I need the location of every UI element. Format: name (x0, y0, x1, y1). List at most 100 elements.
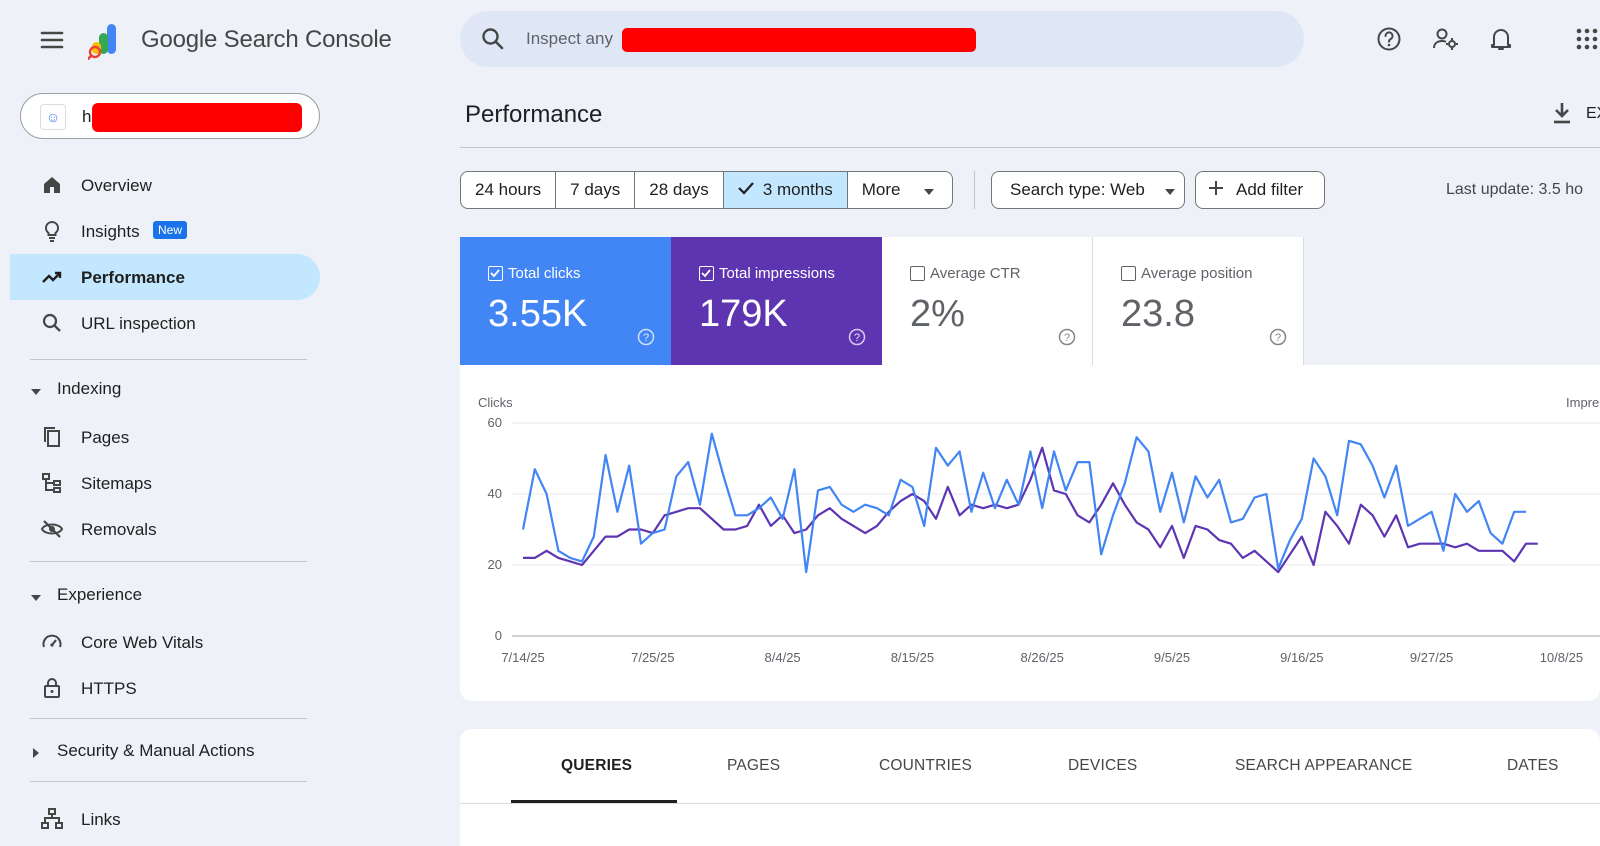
x-tick-label: 8/4/25 (765, 650, 801, 665)
search-console-logo (88, 22, 128, 60)
performance-line-chart[interactable]: Clicks Impre 0 20 40 60 7/14/25 7/25/25 8/4/25… (460, 365, 1600, 701)
tabs-divider (460, 803, 1600, 804)
search-icon (40, 311, 64, 335)
section-label: Security & Manual Actions (57, 741, 255, 760)
sidebar-divider (30, 718, 307, 719)
sidebar-item-sitemaps[interactable]: Sitemaps (10, 460, 320, 506)
apps-grid-icon[interactable] (1576, 28, 1598, 50)
checkbox-unchecked-icon[interactable] (1121, 266, 1136, 281)
metric-value: 179K (699, 293, 788, 335)
sidebar-item-core-web-vitals[interactable]: Core Web Vitals (10, 619, 320, 665)
sidebar-divider (30, 359, 307, 360)
links-icon (40, 807, 64, 831)
sidebar-item-label: Removals (81, 520, 157, 539)
metric-card-total-impressions[interactable]: Total impressions 179K ? (671, 237, 882, 365)
admin-settings-icon[interactable] (1432, 26, 1460, 52)
check-icon (738, 180, 754, 200)
tab-countries[interactable]: COUNTRIES (879, 757, 973, 774)
sidebar-item-pages[interactable]: Pages (10, 414, 320, 460)
y-tick-label: 20 (488, 557, 502, 572)
search-icon[interactable] (480, 26, 506, 52)
sitemap-icon (40, 471, 64, 495)
lock-icon (40, 676, 64, 700)
add-filter-label: Add filter (1236, 180, 1304, 199)
help-icon[interactable]: ? (1058, 328, 1076, 351)
metric-card-total-clicks[interactable]: Total clicks 3.55K ? (460, 237, 671, 365)
svg-text:?: ? (1275, 332, 1281, 344)
svg-text:?: ? (854, 332, 860, 344)
series-line-clicks (521, 432, 1526, 574)
menu-icon[interactable] (36, 26, 68, 54)
pages-icon (40, 425, 64, 449)
metric-card-average-ctr[interactable]: Average CTR 2% ? (882, 237, 1093, 365)
caret-down-icon (30, 384, 42, 402)
y-axis-label-right: Impre (1566, 395, 1599, 410)
metric-value: 3.55K (488, 293, 588, 335)
sidebar-item-url-inspection[interactable]: URL inspection (10, 300, 320, 346)
notifications-icon[interactable] (1489, 26, 1513, 52)
tab-queries[interactable]: QUERIES (561, 757, 633, 774)
sidebar-item-label: Insights (81, 222, 140, 241)
section-label: Experience (57, 585, 143, 604)
dropdown-arrow-icon (1164, 180, 1175, 200)
section-label: Indexing (57, 379, 122, 398)
metric-label: Total clicks (508, 265, 581, 282)
metric-card-average-position[interactable]: Average position 23.8 ? (1093, 237, 1304, 365)
checkbox-checked-icon[interactable] (699, 266, 714, 281)
series-line-impressions (523, 446, 1538, 574)
checkbox-unchecked-icon[interactable] (910, 266, 925, 281)
results-tabs-panel (460, 729, 1600, 846)
tab-dates[interactable]: DATES (1507, 757, 1559, 774)
sidebar-item-insights[interactable]: Insights New (10, 208, 320, 254)
svg-text:?: ? (1064, 332, 1070, 344)
metric-value: 23.8 (1121, 293, 1195, 335)
page-title: Performance (465, 101, 603, 128)
tab-search-appearance[interactable]: SEARCH APPEARANCE (1235, 757, 1413, 774)
property-name[interactable]: h (82, 107, 92, 126)
search-type-label: Search type: Web (1010, 180, 1145, 199)
plus-icon (1208, 180, 1224, 201)
add-filter-button[interactable]: Add filter (1195, 171, 1325, 209)
y-tick-label: 60 (488, 415, 502, 430)
checkbox-checked-icon[interactable] (488, 266, 503, 281)
sidebar-item-https[interactable]: HTTPS (10, 665, 320, 711)
redaction-bar (622, 28, 976, 52)
home-icon (40, 173, 64, 197)
sidebar-divider (30, 781, 307, 782)
filter-separator (974, 171, 975, 209)
help-icon[interactable]: ? (848, 328, 866, 351)
range-more[interactable]: More (848, 172, 953, 208)
help-icon[interactable]: ? (1269, 328, 1287, 351)
range-24-hours[interactable]: 24 hours (461, 172, 557, 208)
range-28-days[interactable]: 28 days (635, 172, 724, 208)
svg-text:?: ? (643, 332, 649, 344)
sidebar-item-label: Core Web Vitals (81, 633, 204, 652)
search-type-dropdown[interactable]: Search type: Web (991, 171, 1185, 209)
tab-pages[interactable]: PAGES (727, 757, 781, 774)
range-7-days[interactable]: 7 days (556, 172, 636, 208)
export-button[interactable]: EX (1586, 105, 1600, 122)
last-update-text: Last update: 3.5 ho (1446, 181, 1583, 198)
lightbulb-icon (40, 219, 64, 243)
metric-label: Total impressions (719, 265, 835, 282)
sidebar-item-performance[interactable]: Performance (10, 254, 320, 300)
metric-label: Average position (1141, 265, 1253, 282)
x-tick-label: 7/25/25 (631, 650, 674, 665)
download-icon[interactable] (1551, 101, 1573, 125)
range-3-months[interactable]: 3 months (723, 172, 848, 208)
active-tab-indicator (511, 800, 677, 803)
sidebar-item-label: Overview (81, 176, 152, 195)
help-icon[interactable] (1376, 26, 1402, 52)
x-tick-label: 9/5/25 (1154, 650, 1190, 665)
sidebar-item-overview[interactable]: Overview (10, 162, 320, 208)
range-label: More (861, 180, 901, 199)
help-icon[interactable]: ? (637, 328, 655, 351)
sidebar-item-removals[interactable]: Removals (10, 506, 320, 552)
metric-value: 2% (910, 293, 965, 335)
date-range-selector: 24 hours 7 days 28 days 3 months More (460, 171, 954, 209)
y-axis-label-left: Clicks (478, 395, 513, 410)
sidebar-item-links[interactable]: Links (10, 796, 320, 842)
product-name: Google Search Console (141, 26, 392, 53)
search-placeholder[interactable]: Inspect any (526, 29, 613, 48)
tab-devices[interactable]: DEVICES (1068, 757, 1138, 774)
